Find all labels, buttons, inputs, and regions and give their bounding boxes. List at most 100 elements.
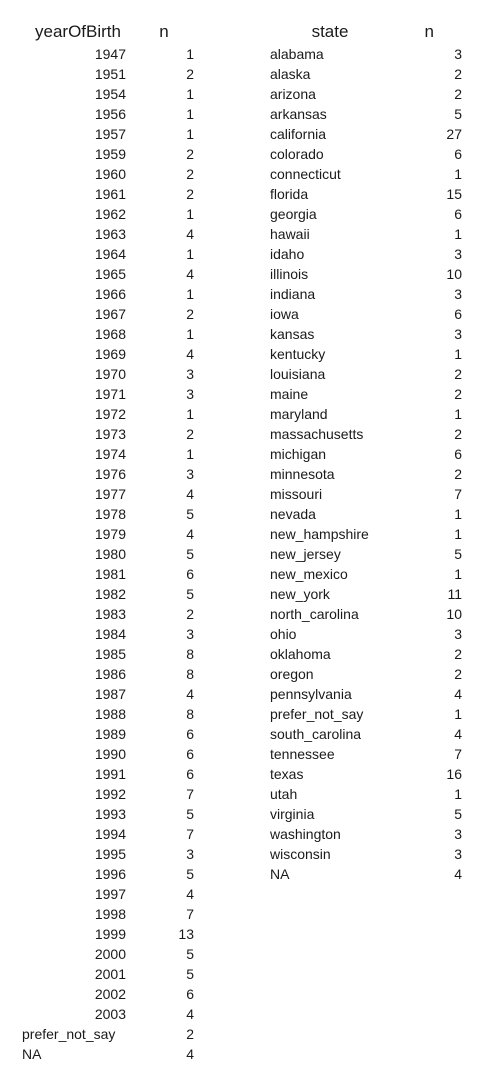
state-row: kentucky 1 bbox=[270, 344, 466, 364]
year-row-count: 1 bbox=[126, 404, 194, 424]
year-row-count: 5 bbox=[126, 584, 194, 604]
year-row-count: 4 bbox=[126, 484, 194, 504]
year-row: 1996 5 bbox=[22, 864, 194, 884]
year-row: 1960 2 bbox=[22, 164, 194, 184]
state-row: ohio 3 bbox=[270, 624, 466, 644]
year-row-label: 1990 bbox=[22, 744, 126, 764]
year-table-header: yearOfBirth n bbox=[22, 20, 194, 44]
year-row-count: 6 bbox=[126, 984, 194, 1004]
year-row-label: 1962 bbox=[22, 204, 126, 224]
year-row: 1961 2 bbox=[22, 184, 194, 204]
year-row-label: 2002 bbox=[22, 984, 126, 1004]
state-row-label: massachusetts bbox=[270, 424, 410, 444]
year-row-label: 1991 bbox=[22, 764, 126, 784]
state-row: missouri 7 bbox=[270, 484, 466, 504]
year-row: 1959 2 bbox=[22, 144, 194, 164]
state-row-count: 5 bbox=[410, 104, 462, 124]
year-row: 1979 4 bbox=[22, 524, 194, 544]
state-row-count: 15 bbox=[410, 184, 462, 204]
state-row-count: 11 bbox=[410, 584, 462, 604]
year-row: 1964 1 bbox=[22, 244, 194, 264]
state-row-label: nevada bbox=[270, 504, 410, 524]
year-row: 1978 5 bbox=[22, 504, 194, 524]
state-row: new_jersey 5 bbox=[270, 544, 466, 564]
year-row-count: 3 bbox=[126, 384, 194, 404]
year-row: 1980 5 bbox=[22, 544, 194, 564]
state-row-count: 1 bbox=[410, 504, 462, 524]
state-row: utah 1 bbox=[270, 784, 466, 804]
year-row-label: 2001 bbox=[22, 964, 126, 984]
year-row: 1962 1 bbox=[22, 204, 194, 224]
year-row: 1977 4 bbox=[22, 484, 194, 504]
state-row-label: virginia bbox=[270, 804, 410, 824]
state-row: texas 16 bbox=[270, 764, 466, 784]
year-row: 1983 2 bbox=[22, 604, 194, 624]
year-row-count: 6 bbox=[126, 564, 194, 584]
state-row-label: alabama bbox=[270, 44, 410, 64]
year-row-count: 4 bbox=[126, 884, 194, 904]
state-row: new_hampshire 1 bbox=[270, 524, 466, 544]
state-row-label: oregon bbox=[270, 664, 410, 684]
year-row-label: prefer_not_say bbox=[22, 1024, 126, 1044]
year-row-count: 3 bbox=[126, 464, 194, 484]
year-row-label: 1979 bbox=[22, 524, 126, 544]
state-row: indiana 3 bbox=[270, 284, 466, 304]
state-row-label: new_jersey bbox=[270, 544, 410, 564]
state-row-label: new_hampshire bbox=[270, 524, 410, 544]
year-row-count: 8 bbox=[126, 644, 194, 664]
year-row-count: 6 bbox=[126, 724, 194, 744]
state-row: prefer_not_say 1 bbox=[270, 704, 466, 724]
year-row-count: 1 bbox=[126, 104, 194, 124]
state-row: arizona 2 bbox=[270, 84, 466, 104]
state-row-label: minnesota bbox=[270, 464, 410, 484]
state-row-count: 6 bbox=[410, 304, 462, 324]
year-row-label: 1959 bbox=[22, 144, 126, 164]
state-row-count: 2 bbox=[410, 84, 462, 104]
year-row: 1965 4 bbox=[22, 264, 194, 284]
state-row-label: illinois bbox=[270, 264, 410, 284]
state-row-label: prefer_not_say bbox=[270, 704, 410, 724]
state-row-count: 5 bbox=[410, 544, 462, 564]
year-row-label: 1971 bbox=[22, 384, 126, 404]
state-row-label: alaska bbox=[270, 64, 410, 84]
year-row-label: 1972 bbox=[22, 404, 126, 424]
year-row: 1981 6 bbox=[22, 564, 194, 584]
year-row-label: 1978 bbox=[22, 504, 126, 524]
year-row-count: 5 bbox=[126, 864, 194, 884]
state-row-label: arizona bbox=[270, 84, 410, 104]
state-row-count: 1 bbox=[410, 524, 462, 544]
state-row-label: michigan bbox=[270, 444, 410, 464]
state-row-label: washington bbox=[270, 824, 410, 844]
year-row: 1993 5 bbox=[22, 804, 194, 824]
year-row-count: 8 bbox=[126, 664, 194, 684]
year-row-label: 1957 bbox=[22, 124, 126, 144]
state-row-label: NA bbox=[270, 864, 410, 884]
state-row-count: 2 bbox=[410, 364, 462, 384]
year-row-label: 1987 bbox=[22, 684, 126, 704]
year-row-label: 1976 bbox=[22, 464, 126, 484]
year-row-count: 13 bbox=[126, 924, 194, 944]
year-row-count: 1 bbox=[126, 84, 194, 104]
year-row: 1972 1 bbox=[22, 404, 194, 424]
state-row: oregon 2 bbox=[270, 664, 466, 684]
year-row-label: 1992 bbox=[22, 784, 126, 804]
year-row: 1988 8 bbox=[22, 704, 194, 724]
year-row-count: 1 bbox=[126, 44, 194, 64]
state-row: michigan 6 bbox=[270, 444, 466, 464]
year-row-label: 1983 bbox=[22, 604, 126, 624]
state-row-count: 4 bbox=[410, 724, 462, 744]
year-row-count: 4 bbox=[126, 224, 194, 244]
state-row: kansas 3 bbox=[270, 324, 466, 344]
year-row-count: 2 bbox=[126, 184, 194, 204]
year-row-count: 2 bbox=[126, 64, 194, 84]
year-column-header: yearOfBirth bbox=[22, 20, 134, 44]
state-row: minnesota 2 bbox=[270, 464, 466, 484]
year-row: 2001 5 bbox=[22, 964, 194, 984]
year-row: 1995 3 bbox=[22, 844, 194, 864]
year-row-label: 1963 bbox=[22, 224, 126, 244]
state-row-count: 27 bbox=[410, 124, 462, 144]
state-row-label: new_york bbox=[270, 584, 410, 604]
state-row: tennessee 7 bbox=[270, 744, 466, 764]
year-row-label: 1947 bbox=[22, 44, 126, 64]
state-row: massachusetts 2 bbox=[270, 424, 466, 444]
